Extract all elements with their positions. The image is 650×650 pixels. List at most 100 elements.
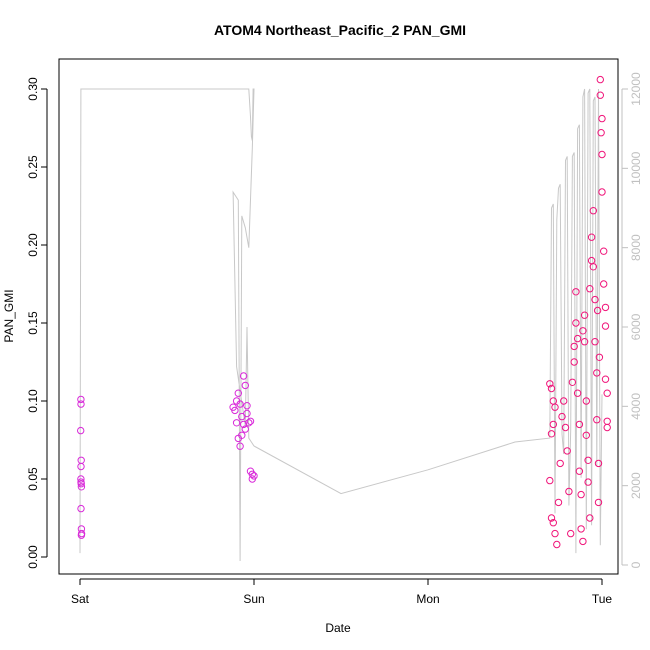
data-point [547, 514, 556, 522]
data-point [575, 467, 584, 475]
y-tick-label: 0.15 [26, 311, 40, 335]
y-tick-label: 0.10 [26, 389, 40, 413]
data-point [239, 420, 248, 429]
data-point [77, 395, 85, 404]
data-point [563, 447, 571, 455]
data-point [549, 420, 557, 429]
data-point [582, 431, 590, 439]
data-point [598, 188, 606, 196]
data-point [231, 406, 239, 415]
x-axis: Sat Sun Mon Tue [71, 578, 612, 606]
data-point [561, 423, 570, 432]
data-point [547, 384, 556, 393]
data-point [241, 381, 250, 390]
data-point [248, 470, 257, 478]
plot-frame [58, 58, 619, 575]
data-point [236, 400, 244, 408]
data-point [601, 375, 610, 383]
altitude-line-series [79, 88, 603, 562]
data-point [575, 420, 584, 429]
data-point [239, 372, 248, 380]
data-point [593, 306, 602, 315]
data-point [243, 409, 251, 418]
x-tick-label: Sun [243, 592, 264, 606]
data-point [587, 233, 596, 241]
data-point [565, 487, 573, 496]
data-point [601, 303, 610, 312]
secondary-y-tick-label: 10000 [629, 151, 643, 185]
chart-title: ATOM4 Northeast_Pacific_2 PAN_GMI [214, 22, 466, 38]
secondary-y-tick-label: 6000 [629, 313, 643, 340]
data-point [77, 504, 85, 513]
data-point [570, 358, 578, 366]
data-point [596, 75, 604, 84]
data-point [603, 423, 611, 432]
data-point [601, 322, 610, 330]
data-point [598, 114, 606, 123]
data-point [587, 256, 596, 265]
data-point [554, 498, 563, 507]
data-point [77, 483, 86, 491]
x-tick-label: Mon [416, 592, 439, 606]
data-point [236, 442, 244, 450]
data-point [579, 327, 587, 335]
secondary-y-tick-label: 0 [629, 561, 643, 568]
secondary-y-tick-label: 8000 [629, 234, 643, 261]
secondary-y-tick-label: 12000 [629, 72, 643, 106]
data-point [577, 490, 585, 499]
data-point [77, 456, 85, 464]
data-point [77, 462, 85, 471]
y-tick-label: 0.00 [26, 545, 40, 569]
altitude-line [79, 88, 603, 562]
data-point [582, 397, 590, 405]
data-point [232, 419, 241, 427]
data-point [596, 91, 604, 99]
data-point [603, 417, 611, 425]
data-point [246, 417, 255, 425]
data-point [603, 389, 611, 397]
x-tick-label: Sat [71, 592, 90, 606]
y-tick-label: 0.20 [26, 233, 40, 257]
y-axis: 0.00 0.05 0.10 0.15 0.20 0.25 0.30 [26, 77, 48, 569]
pan-gmi-points-series [77, 75, 611, 549]
y-tick-label: 0.30 [26, 77, 40, 101]
data-point [572, 288, 580, 296]
data-point [584, 456, 592, 464]
data-point [556, 459, 564, 468]
x-axis-label: Date [325, 621, 351, 635]
data-point [589, 207, 597, 215]
data-point [594, 459, 603, 468]
data-point [600, 247, 608, 255]
data-point [567, 529, 575, 538]
data-point [584, 478, 592, 486]
data-point [77, 531, 86, 539]
data-point [586, 514, 594, 522]
secondary-y-tick-label: 4000 [629, 393, 643, 420]
data-point [589, 263, 597, 271]
data-point [591, 295, 599, 304]
data-point [573, 334, 582, 343]
data-point [77, 480, 85, 488]
data-point [558, 412, 566, 421]
data-point [570, 342, 578, 351]
data-point [234, 389, 243, 397]
data-point [572, 319, 580, 327]
data-point [593, 369, 601, 377]
data-point [238, 431, 246, 439]
data-point [549, 519, 557, 527]
data-point [77, 475, 85, 483]
data-point [579, 537, 587, 546]
data-point [250, 472, 258, 480]
data-point [568, 378, 577, 386]
secondary-y-axis: 0 2000 4000 6000 8000 10000 12000 [621, 72, 643, 568]
data-point [551, 529, 559, 538]
data-point [580, 311, 589, 319]
data-point [580, 338, 589, 346]
data-point [586, 285, 594, 293]
data-point [600, 280, 608, 288]
data-point [591, 338, 599, 346]
y-axis-label: PAN_GMI [2, 289, 16, 342]
data-point [77, 426, 85, 435]
data-point [577, 525, 585, 533]
